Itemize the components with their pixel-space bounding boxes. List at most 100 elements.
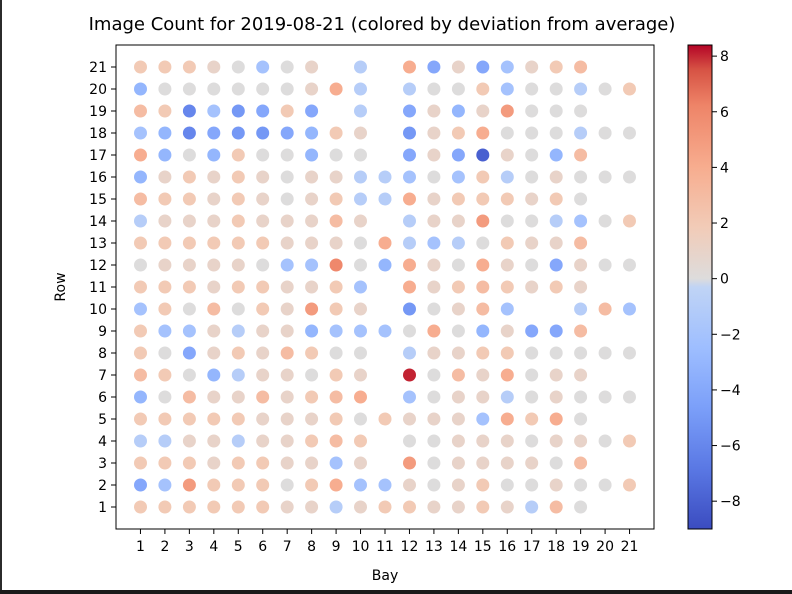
- data-point: [231, 500, 245, 514]
- data-point: [158, 60, 172, 74]
- y-tick-label: 2: [98, 478, 107, 494]
- data-point: [280, 478, 294, 492]
- data-point: [623, 170, 636, 184]
- data-point: [598, 346, 612, 360]
- data-point: [476, 500, 490, 514]
- data-point: [451, 500, 465, 514]
- data-point: [305, 60, 319, 74]
- data-point: [623, 82, 636, 96]
- data-point: [403, 324, 416, 338]
- data-point: [427, 280, 441, 294]
- data-point: [500, 434, 514, 448]
- data-point: [574, 302, 588, 316]
- data-point: [500, 390, 514, 404]
- data-point: [158, 280, 172, 294]
- data-point: [549, 104, 563, 118]
- data-point: [476, 236, 490, 250]
- data-point: [207, 258, 221, 272]
- data-point: [476, 434, 490, 448]
- data-point: [574, 346, 588, 360]
- data-point: [354, 148, 367, 162]
- data-point: [158, 170, 172, 184]
- data-point: [574, 478, 588, 492]
- data-point: [329, 346, 343, 360]
- data-point: [182, 434, 196, 448]
- x-tick-label: 11: [376, 539, 394, 555]
- data-point: [182, 60, 196, 74]
- data-point: [207, 82, 221, 96]
- data-point: [354, 434, 367, 448]
- data-point: [231, 104, 245, 118]
- data-point: [525, 456, 539, 470]
- data-point: [158, 412, 172, 426]
- data-point: [305, 324, 319, 338]
- data-point: [451, 126, 465, 140]
- x-tick-label: 17: [523, 539, 541, 555]
- data-point: [354, 82, 367, 96]
- data-point: [158, 104, 172, 118]
- data-point: [451, 236, 465, 250]
- data-point: [231, 434, 245, 448]
- data-point: [427, 126, 441, 140]
- data-point: [403, 126, 416, 140]
- data-point: [158, 368, 172, 382]
- data-point: [134, 170, 147, 184]
- data-point: [134, 104, 147, 118]
- data-point: [134, 214, 147, 228]
- data-point: [305, 478, 319, 492]
- data-point: [549, 434, 563, 448]
- data-point: [476, 280, 490, 294]
- data-point: [500, 456, 514, 470]
- data-point: [354, 412, 367, 426]
- x-tick-label: 19: [572, 539, 590, 555]
- data-point: [231, 302, 245, 316]
- data-point: [280, 214, 294, 228]
- data-point: [549, 478, 563, 492]
- data-point: [451, 390, 465, 404]
- y-tick-label: 19: [89, 104, 107, 120]
- data-point: [378, 170, 392, 184]
- data-point: [256, 258, 270, 272]
- data-point: [574, 60, 588, 74]
- data-point: [329, 280, 343, 294]
- data-point: [256, 60, 270, 74]
- data-point: [134, 258, 147, 272]
- data-point: [182, 236, 196, 250]
- y-axis-label: Row: [53, 272, 69, 301]
- data-point: [476, 82, 490, 96]
- x-tick-label: 18: [547, 539, 565, 555]
- data-point: [305, 148, 319, 162]
- data-point: [134, 368, 147, 382]
- data-point: [158, 434, 172, 448]
- data-point: [403, 346, 416, 360]
- data-point: [525, 214, 539, 228]
- data-point: [134, 412, 147, 426]
- data-point: [280, 148, 294, 162]
- data-point: [182, 456, 196, 470]
- data-point: [354, 390, 367, 404]
- data-point: [476, 368, 490, 382]
- data-point: [231, 390, 245, 404]
- data-point: [427, 60, 441, 74]
- data-point: [403, 192, 416, 206]
- data-point: [623, 214, 636, 228]
- data-point: [134, 434, 147, 448]
- data-point: [525, 500, 539, 514]
- data-point: [231, 214, 245, 228]
- data-point: [329, 368, 343, 382]
- data-point: [354, 302, 367, 316]
- data-point: [451, 346, 465, 360]
- data-point: [500, 170, 514, 184]
- data-point: [598, 214, 612, 228]
- data-point: [427, 434, 441, 448]
- data-point: [231, 346, 245, 360]
- data-point: [256, 104, 270, 118]
- data-point: [500, 368, 514, 382]
- data-point: [354, 456, 367, 470]
- data-point: [451, 82, 465, 96]
- data-point: [476, 346, 490, 360]
- data-point: [207, 456, 221, 470]
- data-point: [231, 236, 245, 250]
- data-point: [427, 456, 441, 470]
- x-tick-label: 6: [258, 539, 267, 555]
